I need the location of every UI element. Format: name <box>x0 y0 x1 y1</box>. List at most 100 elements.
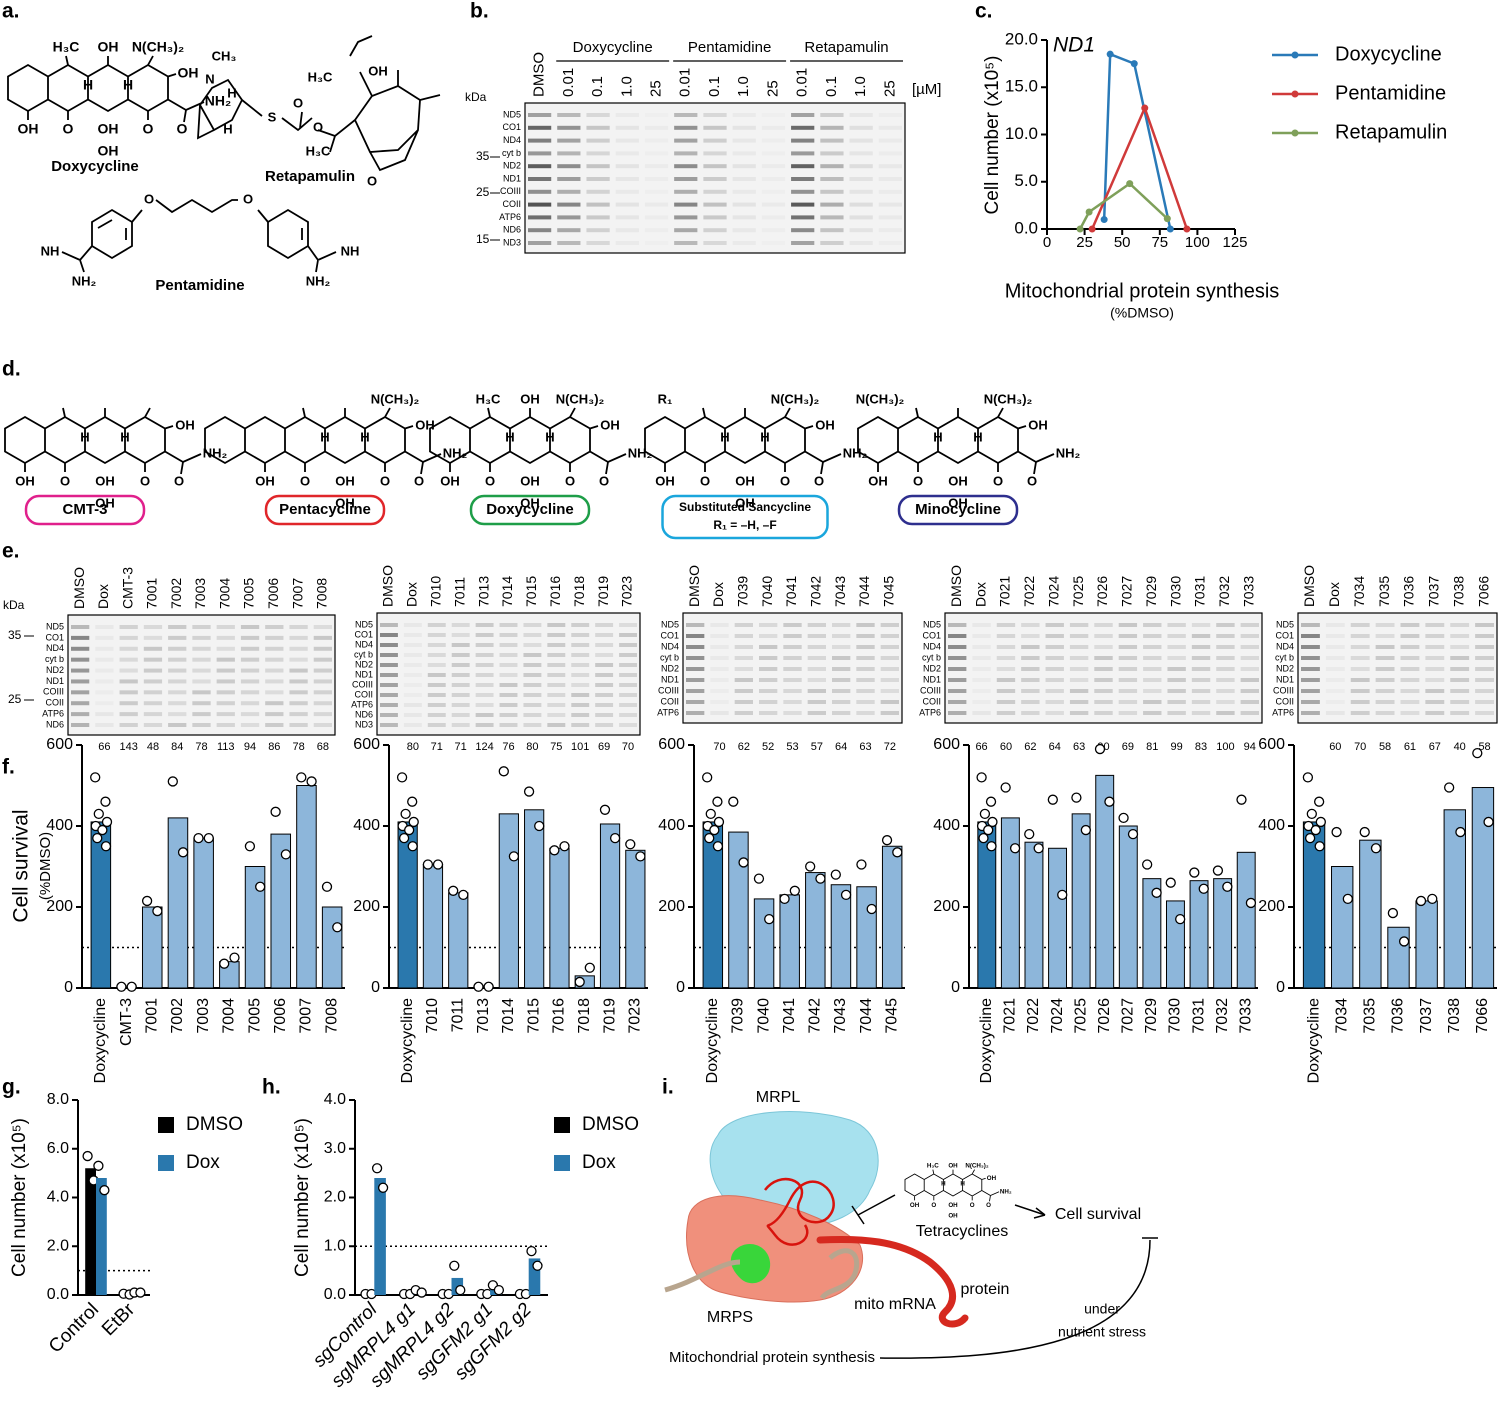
gel-band <box>880 700 899 704</box>
gel-band <box>1021 667 1040 671</box>
bar <box>1236 851 1256 989</box>
replicate-dot <box>549 845 560 856</box>
gel-band <box>216 646 235 651</box>
bar <box>1165 900 1185 989</box>
atom-label: OH <box>815 417 835 432</box>
gel-band <box>403 633 422 637</box>
gel-band <box>849 215 873 220</box>
quant-label: 83 <box>1195 741 1207 753</box>
x-tick-label: 7022 <box>1025 998 1042 1034</box>
gel-band <box>71 712 90 717</box>
bar <box>753 898 775 989</box>
x-axis-sublabel: (%DMSO) <box>1110 305 1174 321</box>
atom-label: O <box>293 95 303 110</box>
atom-label: OH <box>868 473 888 488</box>
atom-label: R₁ <box>658 391 673 406</box>
quant-label: 52 <box>762 741 774 753</box>
gel-band <box>571 713 590 717</box>
gel-band <box>192 646 211 651</box>
activation-arrow <box>1014 1204 1046 1219</box>
replicate-dot <box>1094 743 1106 755</box>
gel-band <box>451 663 470 667</box>
gel-band <box>1167 689 1186 693</box>
gel-band <box>645 228 668 232</box>
x-axis-label: Mitochondrial protein synthesis <box>1005 280 1280 302</box>
gel-band <box>499 693 518 697</box>
panel-label: h. <box>262 1076 281 1099</box>
gel-band <box>380 633 398 637</box>
gel-band <box>674 125 698 130</box>
gel-band <box>119 690 138 695</box>
y-tick-label: 2.0 <box>47 1237 69 1254</box>
replicate-dot <box>321 881 333 892</box>
gel-band <box>119 657 138 662</box>
gel <box>524 102 906 254</box>
x-tick-label: 7002 <box>169 998 186 1034</box>
gel-band <box>1069 634 1089 638</box>
x-tick-label: 7024 <box>1049 998 1066 1034</box>
bar <box>977 821 997 989</box>
gel-band <box>95 679 113 683</box>
gel-band <box>240 657 260 662</box>
gel-band <box>380 623 398 627</box>
replicate-dot <box>483 981 494 992</box>
bar <box>881 845 903 989</box>
gel-band <box>1350 678 1370 682</box>
y-tick-label: 400 <box>353 817 380 834</box>
bar <box>1095 774 1115 989</box>
gel-band <box>856 623 875 627</box>
atom-label: N(CH₃)₂ <box>132 39 184 55</box>
gel-band <box>645 177 668 181</box>
gel-band <box>595 673 614 677</box>
gel-band <box>451 693 470 697</box>
protein-strand <box>816 1235 969 1328</box>
gel-band <box>807 623 826 627</box>
gel-band <box>192 723 211 727</box>
gel-band <box>571 683 590 687</box>
compound-name: Doxycycline <box>486 501 574 518</box>
gel-band <box>1118 689 1138 693</box>
gel-band <box>427 683 446 687</box>
compound-subtitle: R₁ = –H, –F <box>713 518 776 532</box>
gel-band <box>820 215 844 220</box>
gel-band <box>380 713 398 717</box>
gel-band <box>192 712 211 717</box>
x-tick-label: 7035 <box>1362 998 1379 1034</box>
gel <box>1297 612 1498 724</box>
atom-label: OH <box>440 473 460 488</box>
y-tick-label: 8.0 <box>47 1091 69 1108</box>
gel-band <box>856 711 875 715</box>
replicate-dot <box>400 808 411 819</box>
lane-label: 0.01 <box>677 68 694 97</box>
gel-band <box>216 723 235 727</box>
atom-label: O <box>599 473 609 488</box>
gel-band <box>1069 645 1089 649</box>
gel-band <box>168 646 187 651</box>
gel-band <box>427 713 446 717</box>
replicate-dot <box>983 824 994 836</box>
gel-band <box>1240 634 1259 638</box>
gel-band <box>1450 656 1470 660</box>
gel-band <box>1301 678 1320 682</box>
gel-band <box>571 643 590 647</box>
replicate-dot <box>177 847 189 858</box>
lane-label: 7019 <box>595 576 611 607</box>
gel-band <box>879 241 902 245</box>
gel-band <box>879 190 902 194</box>
atom-label: H₃C <box>927 1162 939 1169</box>
lane-label: DMSO <box>948 565 964 607</box>
gel-band <box>571 663 590 667</box>
quant-label: 113 <box>217 741 235 753</box>
gel-band <box>1425 667 1445 671</box>
gel-band <box>1450 711 1470 715</box>
quant-label: 78 <box>195 741 207 753</box>
replicate-dot <box>704 833 715 844</box>
gel-band <box>571 723 590 727</box>
replicate-dot <box>219 958 230 969</box>
replicate-dot <box>1313 796 1325 807</box>
x-tick-label: 7040 <box>755 998 772 1034</box>
gel-band <box>528 138 552 143</box>
gel-band <box>1216 645 1235 649</box>
atom-label: H <box>960 1181 965 1188</box>
band-label: ATP6 <box>919 707 941 717</box>
